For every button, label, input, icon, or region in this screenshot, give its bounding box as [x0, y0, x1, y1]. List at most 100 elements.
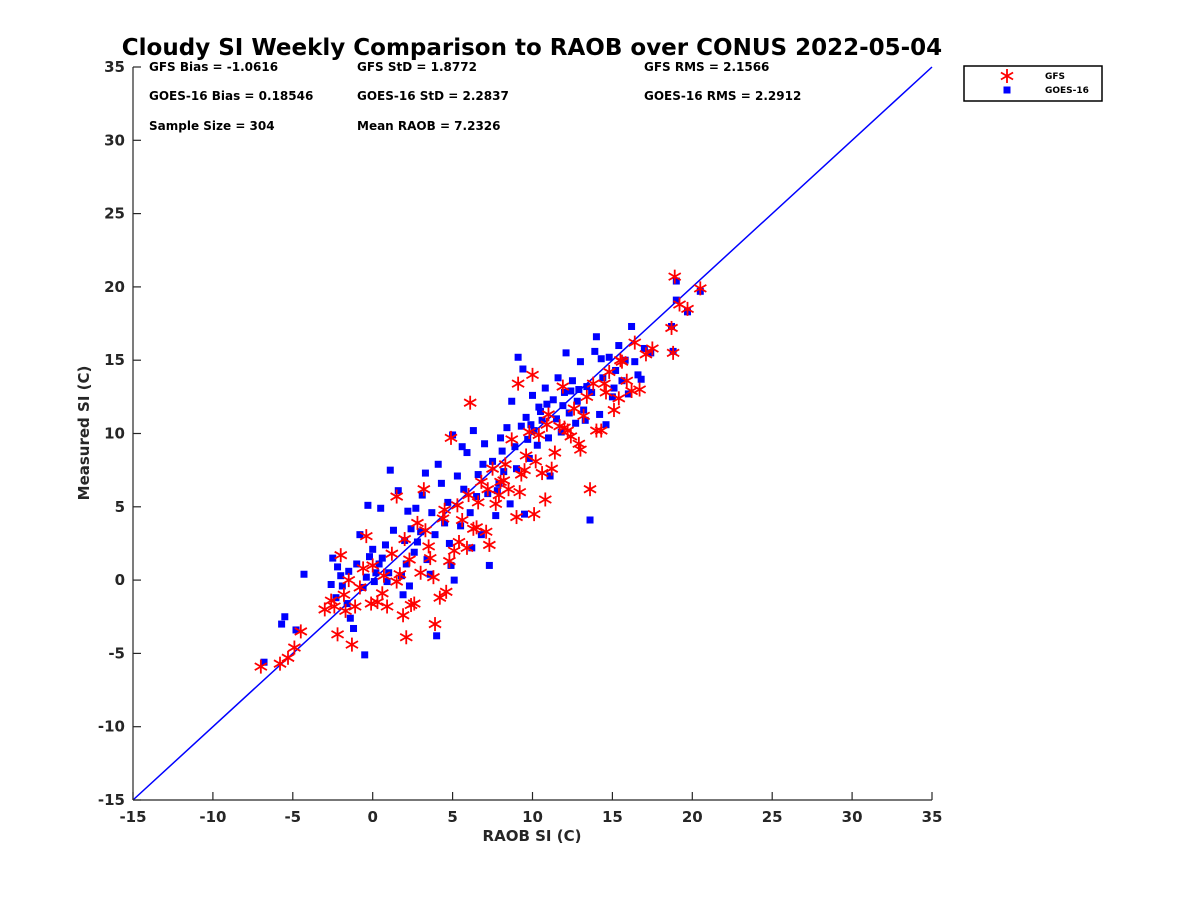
- goes16-point: [498, 447, 506, 455]
- gfs-point: [505, 432, 519, 447]
- gfs-point: [426, 570, 440, 585]
- goes16-point: [381, 541, 389, 549]
- goes16-point: [521, 510, 529, 518]
- gfs-point: [380, 599, 394, 614]
- y-tick-label: -15: [98, 791, 125, 809]
- gfs-point: [527, 507, 541, 522]
- goes16-point: [493, 487, 501, 495]
- goes16-point: [458, 443, 466, 451]
- gfs-point: [639, 347, 653, 362]
- goes16-point: [449, 431, 457, 439]
- goes16-point: [565, 409, 573, 417]
- goes16-point: [608, 393, 616, 401]
- goes16-point: [412, 504, 420, 512]
- goes16-point: [260, 658, 268, 666]
- y-tick-label: 35: [104, 58, 125, 76]
- gfs-point: [385, 546, 399, 561]
- x-axis-title: RAOB SI (C): [483, 827, 582, 845]
- goes16-point: [525, 454, 533, 462]
- gfs-point: [433, 590, 447, 605]
- goes16-point: [338, 582, 346, 590]
- gfs-point: [390, 489, 404, 504]
- goes16-point: [618, 377, 626, 385]
- stat-label: Sample Size = 304: [149, 119, 275, 133]
- chart-title: Cloudy SI Weekly Comparison to RAOB over…: [122, 35, 942, 61]
- gfs-point: [359, 529, 373, 544]
- gfs-point: [564, 429, 578, 444]
- goes16-point: [599, 374, 607, 382]
- gfs-point: [481, 482, 495, 497]
- x-tick-label: 35: [922, 808, 943, 826]
- gfs-point: [452, 534, 466, 549]
- goes16-point: [433, 632, 441, 640]
- gfs-point: [273, 656, 287, 671]
- goes16-point: [575, 386, 583, 394]
- x-tick-label: 0: [367, 808, 377, 826]
- gfs-point: [577, 408, 591, 423]
- goes16-point: [346, 614, 354, 622]
- goes16-point: [508, 397, 516, 405]
- goes16-point: [292, 626, 300, 634]
- gfs-point: [680, 301, 695, 316]
- stat-label: GOES-16 StD = 2.2837: [357, 89, 509, 103]
- gfs-point: [463, 395, 477, 410]
- gfs-point: [479, 524, 493, 539]
- stat-label: GFS Bias = -1.0616: [149, 60, 278, 74]
- gfs-point: [620, 373, 634, 388]
- goes16-point: [402, 560, 410, 568]
- legend-label: GFS: [1045, 72, 1065, 82]
- gfs-point: [613, 353, 627, 368]
- gfs-point: [513, 485, 527, 500]
- legend-box: [963, 65, 1103, 102]
- goes16-point: [586, 516, 594, 524]
- gfs-point: [334, 548, 348, 563]
- y-tick-label: 20: [104, 278, 125, 296]
- goes16-point: [473, 493, 481, 501]
- gfs-point: [353, 580, 367, 595]
- goes16-point: [591, 347, 599, 355]
- stat-label: GOES-16 RMS = 2.2912: [644, 89, 801, 103]
- goes16-point: [353, 560, 361, 568]
- goes16-point: [560, 388, 568, 396]
- goes16-point: [514, 353, 522, 361]
- goes16-point: [350, 624, 358, 632]
- goes16-point: [366, 553, 374, 561]
- gfs-point: [645, 341, 659, 356]
- gfs-point: [428, 617, 442, 632]
- x-tick-label: 25: [762, 808, 783, 826]
- y-tick-label: 10: [104, 425, 125, 443]
- goes16-point: [549, 396, 557, 404]
- y-tick-label: 15: [104, 351, 125, 369]
- goes16-point: [572, 419, 580, 427]
- gfs-point: [628, 335, 642, 350]
- goes16-point: [497, 434, 505, 442]
- gfs-point: [287, 640, 301, 655]
- y-tick-label: -5: [108, 644, 125, 662]
- x-tick-label: 15: [602, 808, 623, 826]
- goes16-point: [672, 277, 680, 285]
- y-axis-title: Measured SI (C): [75, 366, 93, 501]
- gfs-point: [497, 473, 511, 488]
- goes16-point: [592, 333, 600, 341]
- gfs-point: [348, 599, 362, 614]
- x-tick-label: -5: [284, 808, 301, 826]
- series-gfs: [254, 269, 707, 674]
- gfs-point: [489, 496, 503, 511]
- gfs-point: [438, 502, 452, 517]
- goes16-point: [610, 384, 618, 392]
- goes16-point: [517, 422, 525, 430]
- goes16-point: [431, 531, 439, 539]
- gfs-point: [556, 379, 570, 394]
- gfs-point: [522, 425, 536, 440]
- gfs-point: [510, 510, 524, 525]
- goes16-point: [445, 539, 453, 547]
- gfs-point: [594, 423, 608, 438]
- x-tick-label: 20: [682, 808, 703, 826]
- gfs-point: [498, 457, 512, 472]
- gfs-point: [254, 659, 268, 674]
- gfs-point: [337, 587, 351, 602]
- gfs-point: [625, 383, 639, 398]
- goes16-point: [281, 613, 289, 621]
- gfs-point: [538, 492, 552, 507]
- gfs-point: [281, 650, 295, 665]
